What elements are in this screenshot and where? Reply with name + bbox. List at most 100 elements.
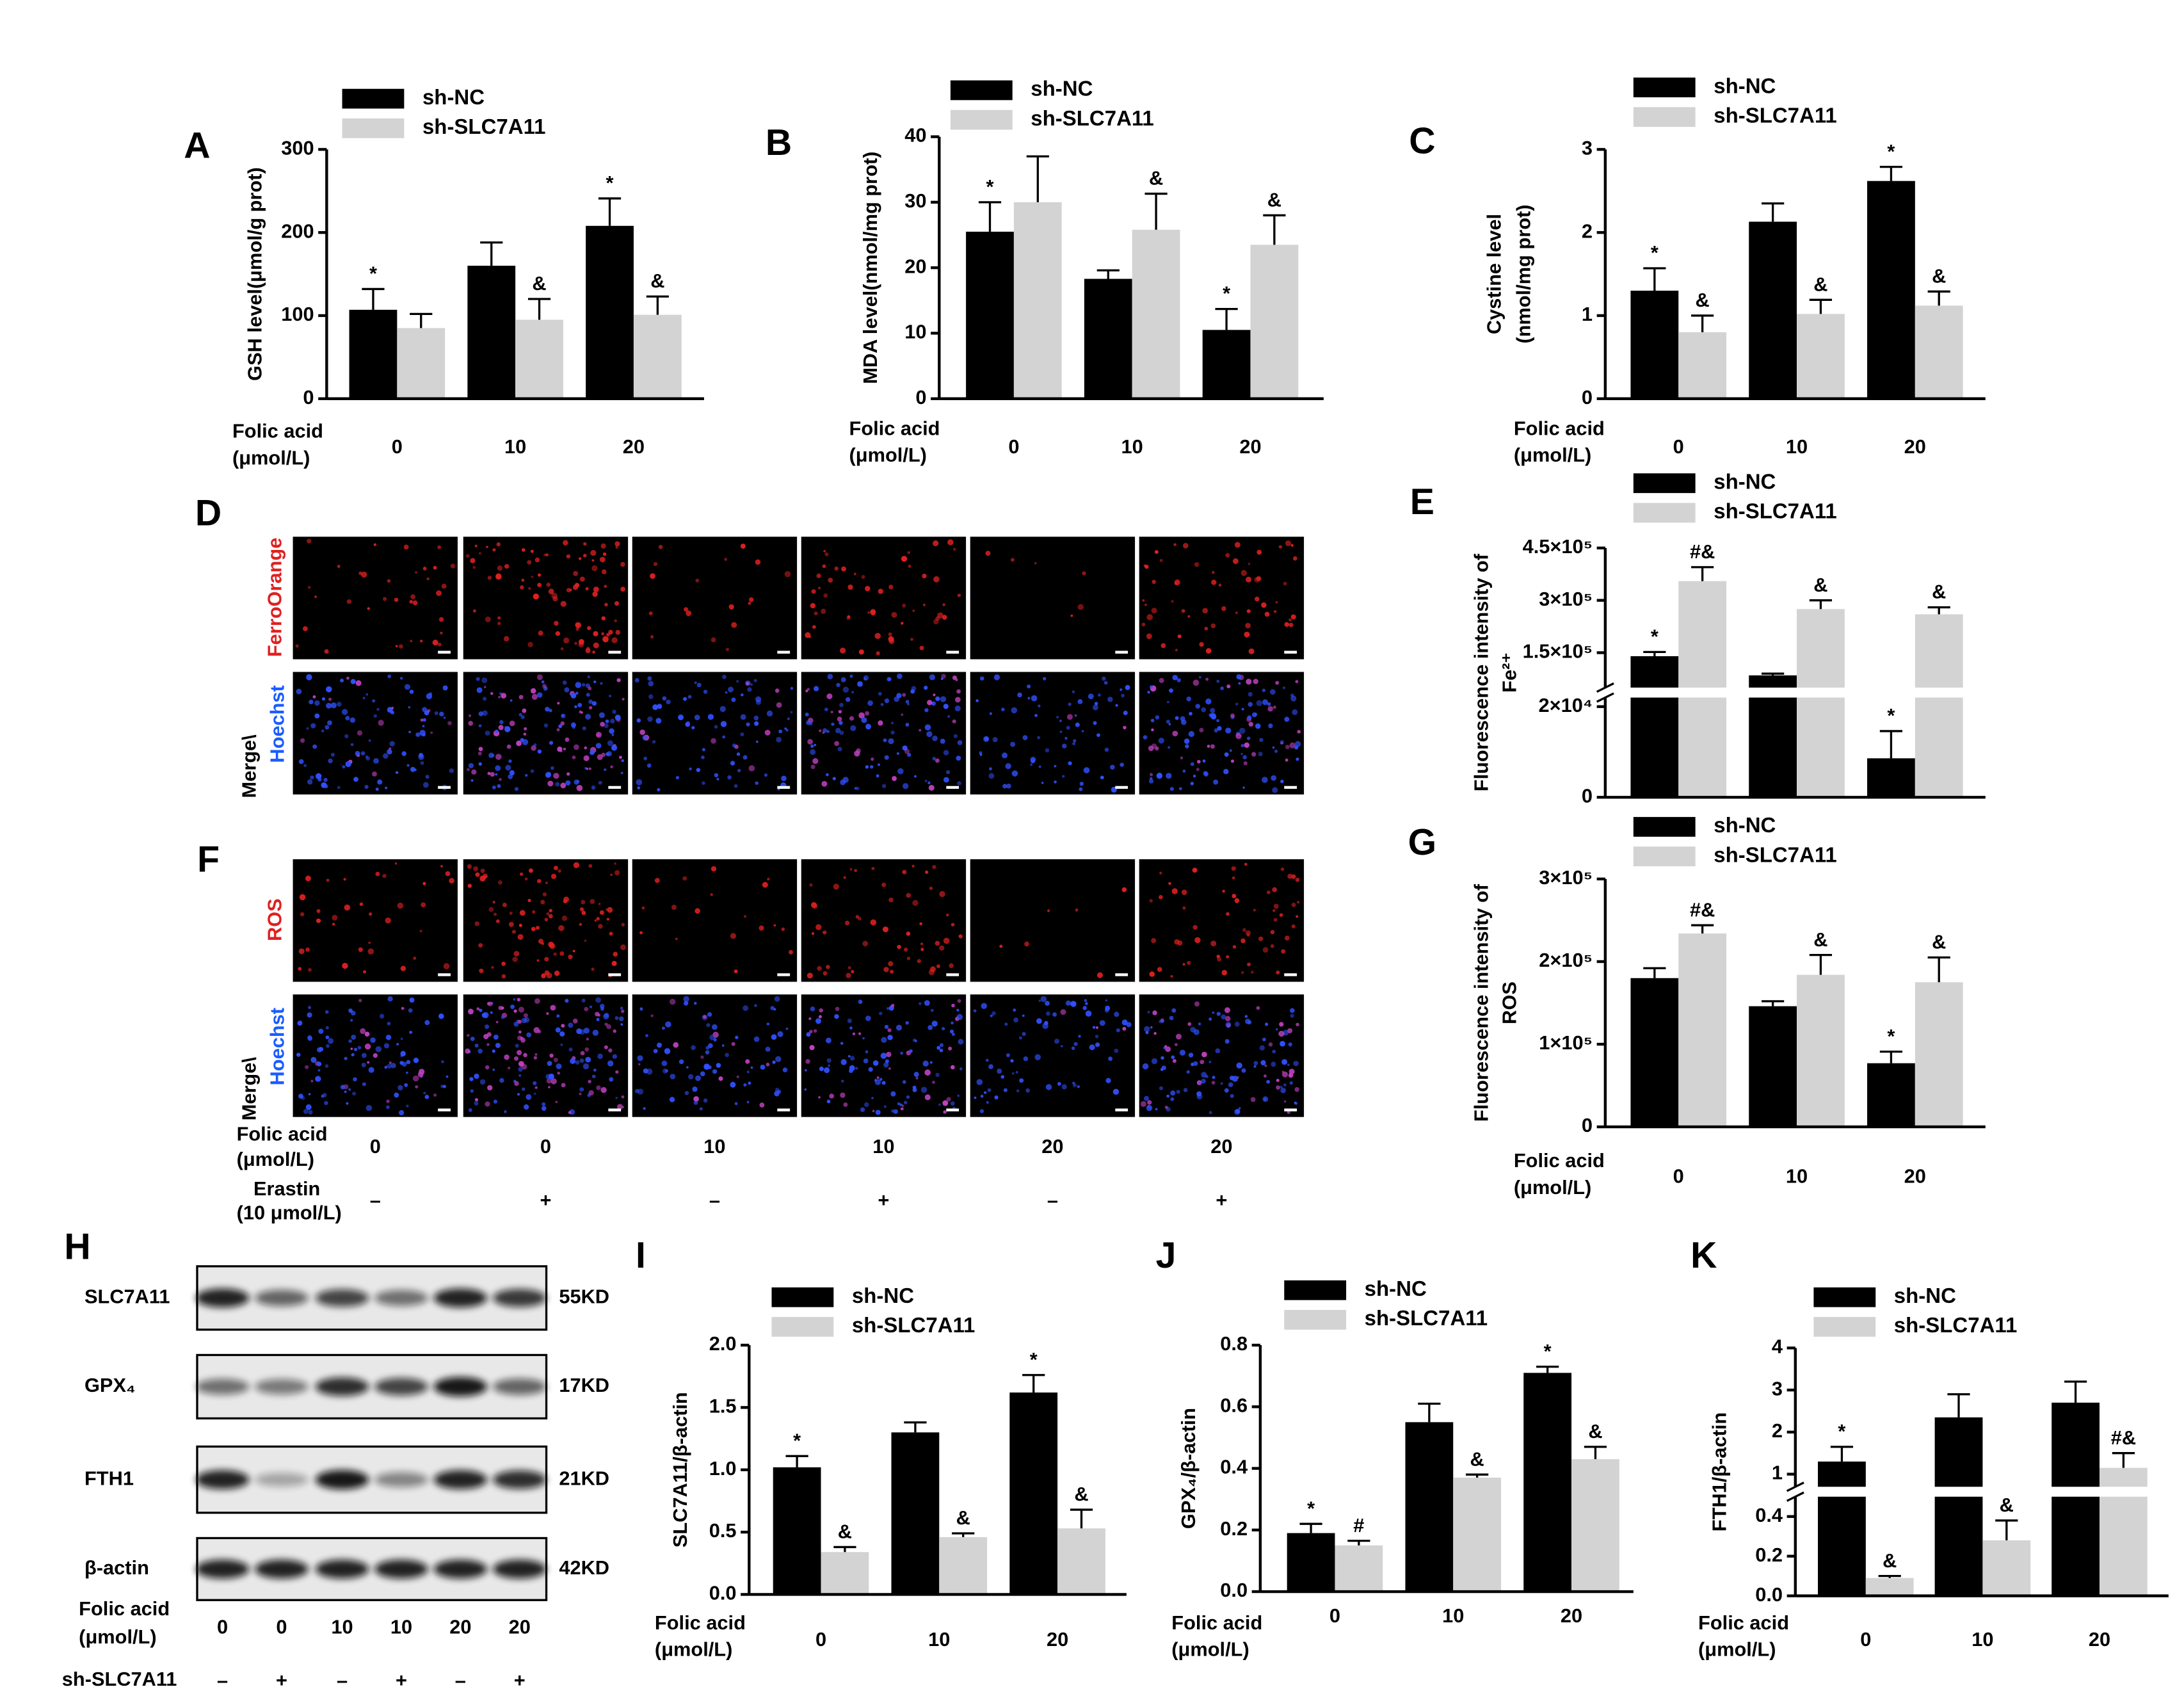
cell	[585, 714, 591, 720]
cell	[871, 757, 874, 761]
cell	[556, 1063, 562, 1070]
cell	[574, 705, 577, 709]
error-bar	[785, 1455, 808, 1467]
cell	[839, 702, 844, 707]
cell	[1289, 618, 1292, 622]
cell	[355, 750, 360, 756]
cell	[596, 1085, 601, 1090]
significance-label: &	[650, 270, 664, 292]
cell	[1256, 576, 1262, 581]
cell	[622, 1106, 625, 1109]
cell	[1034, 1054, 1041, 1061]
protein-size: 42KD	[559, 1556, 609, 1579]
cell	[482, 710, 488, 716]
cell	[685, 722, 691, 727]
cell	[822, 564, 826, 569]
cell	[847, 585, 853, 590]
cell	[1057, 1082, 1061, 1086]
cell	[440, 631, 443, 634]
cell	[373, 757, 379, 764]
y-tick-label: 40	[904, 124, 926, 147]
cell	[810, 602, 816, 609]
cell	[1186, 1070, 1190, 1074]
cell	[1210, 623, 1216, 629]
cell	[830, 711, 833, 714]
cell	[488, 907, 494, 912]
cell	[919, 1002, 922, 1005]
y-axis-label: FTH1/β-actin	[1708, 1412, 1730, 1531]
y-axis-label: GSH level(μmol/g prot)	[244, 167, 266, 381]
cell	[543, 723, 549, 728]
cell	[883, 967, 889, 973]
cell	[1280, 739, 1285, 745]
condition-value: 10	[390, 1615, 412, 1638]
cell	[566, 772, 570, 776]
cell	[1211, 1081, 1216, 1085]
cell	[949, 963, 954, 969]
cell	[519, 872, 524, 876]
cell	[1099, 1020, 1105, 1026]
cell	[578, 642, 584, 648]
cell	[307, 779, 313, 785]
cell	[878, 588, 883, 594]
cell	[350, 743, 354, 747]
cell	[736, 1075, 739, 1079]
cell	[344, 904, 351, 911]
scale-bar	[608, 1108, 622, 1111]
cell	[1226, 912, 1230, 916]
cell	[823, 971, 828, 976]
bar	[349, 309, 397, 399]
cell	[508, 1067, 511, 1070]
cell	[1235, 732, 1242, 739]
cell	[1015, 1070, 1018, 1074]
cell	[1253, 1065, 1257, 1068]
cell	[419, 1069, 425, 1075]
cell	[634, 1088, 639, 1094]
cell	[591, 559, 595, 562]
condition-value: 0	[217, 1615, 228, 1638]
cell	[1246, 679, 1252, 685]
y-tick-label: 0	[1582, 1114, 1593, 1136]
cell	[361, 571, 367, 578]
cell	[390, 1063, 396, 1069]
cell	[840, 677, 846, 682]
legend-swatch	[342, 118, 405, 138]
cell	[606, 751, 612, 757]
cell	[922, 573, 927, 579]
cell	[928, 784, 935, 791]
cell	[1267, 702, 1271, 706]
y-axis-label: MDA level(nmol/mg prot)	[859, 152, 881, 384]
cell	[1210, 713, 1216, 719]
cell	[930, 1008, 934, 1012]
cell	[600, 543, 606, 549]
cell	[952, 547, 956, 551]
cell	[1160, 1056, 1164, 1060]
cell	[369, 912, 373, 916]
cell	[527, 898, 531, 903]
y-tick-label: 1.5	[709, 1395, 737, 1417]
cell	[1077, 1085, 1080, 1088]
cell	[854, 750, 860, 757]
error-bar	[1995, 1519, 2018, 1540]
blot-band	[255, 1289, 309, 1307]
cell	[445, 871, 451, 876]
bar	[1202, 330, 1251, 399]
cell	[1201, 1078, 1206, 1084]
cell	[596, 1018, 600, 1021]
cell	[862, 1037, 865, 1040]
cell	[1243, 761, 1248, 766]
cell	[305, 1104, 312, 1110]
cell	[438, 1013, 444, 1019]
cell	[806, 720, 811, 725]
cell	[646, 1068, 653, 1075]
cell	[531, 745, 536, 751]
cell	[447, 721, 452, 725]
cell	[687, 695, 692, 699]
cell	[942, 615, 947, 620]
cell	[957, 781, 961, 786]
cell	[1070, 614, 1073, 617]
cell	[1264, 1064, 1267, 1067]
cell	[897, 1102, 901, 1106]
cell	[1238, 1107, 1241, 1110]
cell	[612, 1054, 618, 1059]
